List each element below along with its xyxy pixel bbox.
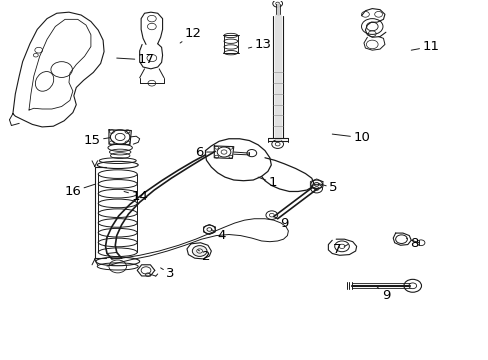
Text: 5: 5 <box>318 181 337 194</box>
Text: 13: 13 <box>248 38 271 51</box>
Text: 2: 2 <box>198 249 210 262</box>
Text: 9: 9 <box>276 217 288 230</box>
Text: 6: 6 <box>195 145 214 158</box>
Circle shape <box>192 246 206 256</box>
Text: 17: 17 <box>117 53 154 66</box>
Text: 7: 7 <box>332 243 347 256</box>
Text: 11: 11 <box>410 40 438 53</box>
Text: 9: 9 <box>376 287 389 302</box>
Text: 10: 10 <box>331 131 369 144</box>
Text: 15: 15 <box>84 134 110 147</box>
Text: 4: 4 <box>211 229 225 242</box>
Text: 12: 12 <box>180 27 202 43</box>
Text: 8: 8 <box>406 237 418 250</box>
Text: 1: 1 <box>258 176 277 189</box>
Text: 14: 14 <box>124 190 148 203</box>
Text: 16: 16 <box>64 184 95 198</box>
Text: 3: 3 <box>160 267 174 280</box>
